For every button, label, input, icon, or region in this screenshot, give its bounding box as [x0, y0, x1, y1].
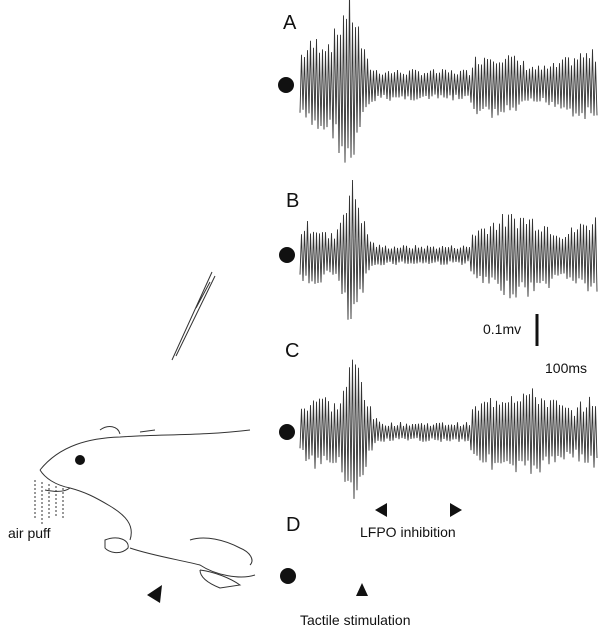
scale-time: 100ms [545, 360, 587, 376]
marker-dot [279, 424, 295, 440]
stim-marker [356, 583, 368, 596]
air-puff-label: air puff [8, 525, 51, 541]
tactile-label: Tactile stimulation [300, 612, 411, 628]
scale-voltage: 0.1mv [483, 321, 521, 337]
figure: A B C D 0.1mv 100ms LFPO inhibition Tact… [0, 0, 598, 629]
marker-dot [280, 568, 296, 584]
waveform [300, 360, 597, 499]
arrow-left [375, 503, 387, 517]
marker-dot [279, 247, 295, 263]
rat-drawing [35, 272, 255, 588]
arrow-right [450, 503, 462, 517]
waveform [300, 180, 597, 320]
panel-label: C [285, 340, 299, 362]
page: A B C D 0.1mv 100ms LFPO inhibition Tact… [0, 0, 598, 629]
marker-dot [278, 77, 294, 93]
panel-label: D [286, 514, 300, 536]
panel-label: A [283, 12, 297, 34]
traces [300, 0, 597, 499]
panel-label: B [286, 190, 299, 212]
waveform [300, 0, 597, 163]
air-puff-arrow [147, 585, 162, 603]
lfpo-label: LFPO inhibition [360, 524, 456, 540]
